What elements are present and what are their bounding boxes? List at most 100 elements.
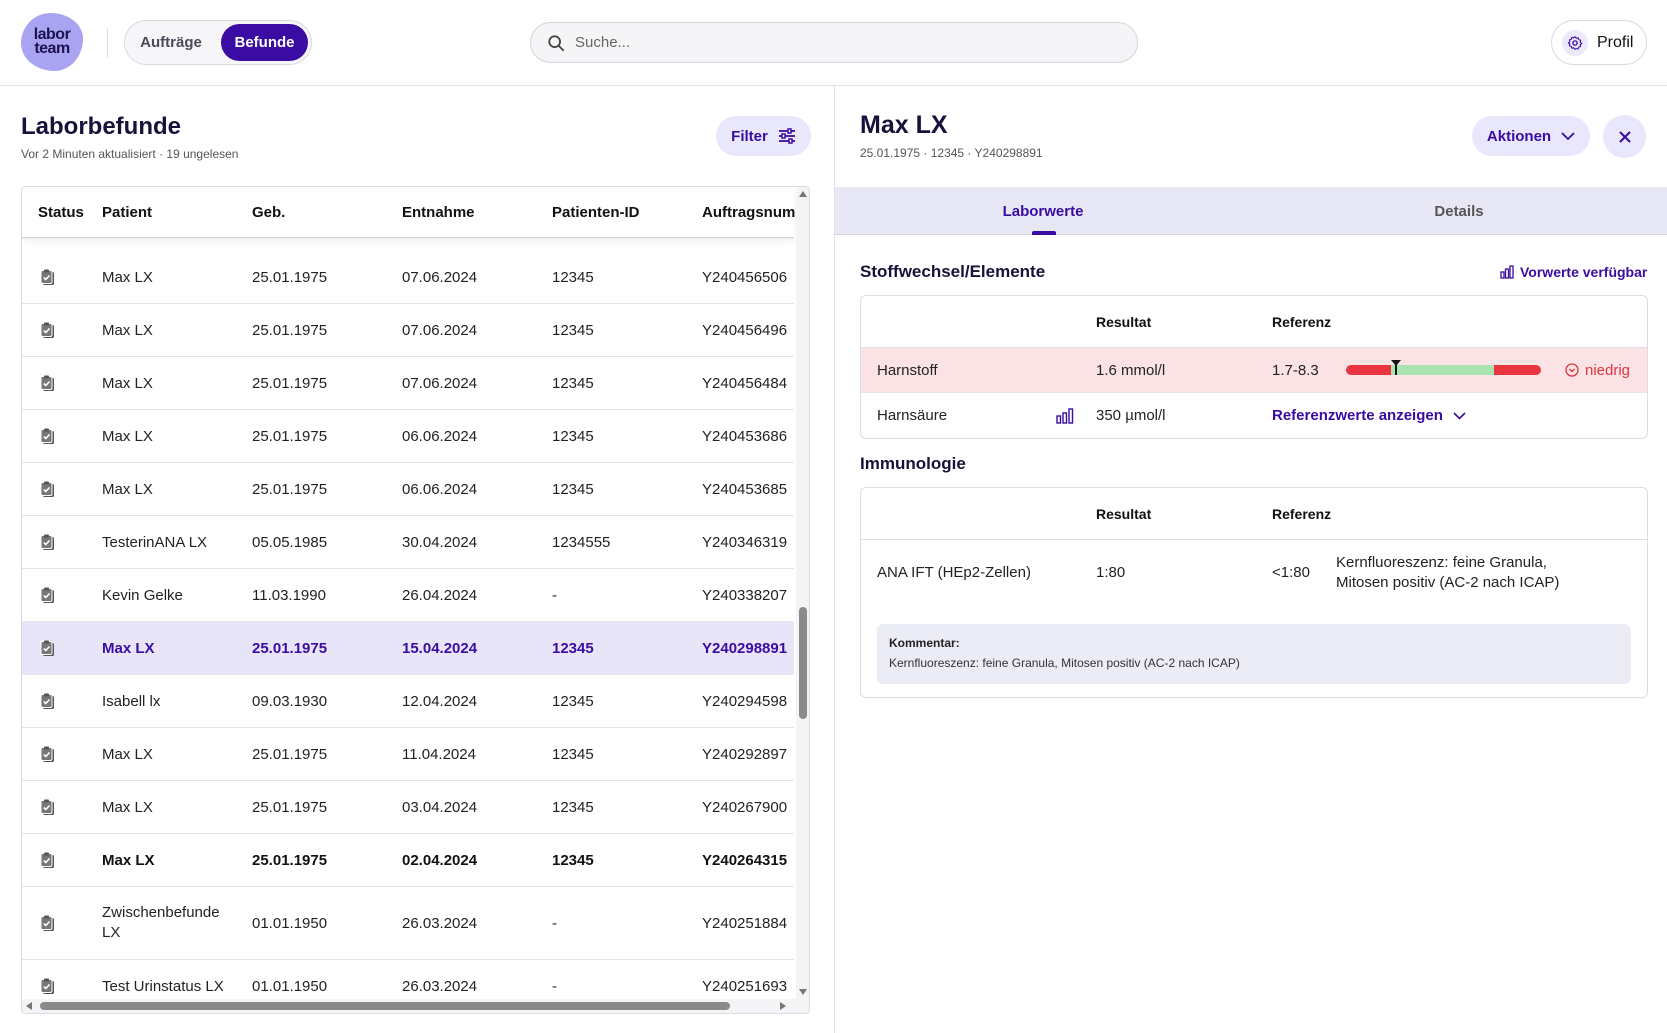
results-table: Status Patient Geb. Entnahme Patienten-I…: [21, 186, 810, 1014]
cell-patienten-id: 12345: [552, 427, 594, 445]
cell-patient: TesterinANA LX: [102, 533, 208, 551]
lab-row-harnsaeure[interactable]: Harnsäure 350 µmol/l Referenzwerte anzei…: [861, 393, 1647, 438]
table-row[interactable]: Isabell lx 09.03.1930 12.04.2024 12345 Y…: [22, 675, 794, 728]
table-row[interactable]: Kevin Gelke 11.03.1990 26.04.2024 - Y240…: [22, 569, 794, 622]
search-bar[interactable]: [530, 22, 1138, 63]
chevron-down-icon: [1453, 411, 1466, 420]
cell-patient: Max LX: [102, 639, 155, 657]
logo-text-line1: labor: [33, 26, 71, 43]
scroll-down-arrow[interactable]: [799, 989, 807, 995]
table-row[interactable]: Max LX 25.01.1975 07.06.2024 12345 Y2404…: [22, 251, 794, 304]
table-row-selected[interactable]: Max LX 25.01.1975 15.04.2024 12345 Y2402…: [22, 622, 794, 675]
laborteam-logo[interactable]: labor team: [21, 13, 83, 71]
lab-name: Harnstoff: [877, 361, 938, 379]
cell-patienten-id: 12345: [552, 639, 594, 657]
table-row[interactable]: Max LX 25.01.1975 07.06.2024 12345 Y2404…: [22, 304, 794, 357]
report-status-icon: [40, 799, 54, 815]
reference-range-bar: [1346, 365, 1541, 375]
search-input[interactable]: [575, 34, 1115, 51]
lab-result: 350 µmol/l: [1096, 407, 1166, 424]
col-geb[interactable]: Geb.: [252, 204, 286, 221]
table-header: Status Patient Geb. Entnahme Patienten-I…: [22, 187, 809, 238]
lab-card-stoffwechsel: Resultat Referenz Harnstoff 1.6 mmol/l 1…: [860, 295, 1648, 439]
col-status[interactable]: Status: [38, 204, 84, 221]
lab-reference: <1:80: [1272, 563, 1310, 581]
cell-patient: Max LX: [102, 268, 153, 286]
lab-row-ana-ift[interactable]: ANA IFT (HEp2-Zellen) 1:80 <1:80 Kernflu…: [861, 540, 1647, 604]
low-flag: niedrig: [1565, 348, 1630, 392]
cell-entnahme: 06.06.2024: [402, 427, 478, 445]
panel-divider: [834, 86, 835, 1033]
col-auftragsnummer[interactable]: Auftragsnumm: [702, 204, 809, 221]
lab-row-harnstoff[interactable]: Harnstoff 1.6 mmol/l 1.7-8.3 niedrig: [861, 348, 1647, 393]
cell-patienten-id: 12345: [552, 798, 594, 816]
col-patient[interactable]: Patient: [102, 204, 153, 221]
report-status-icon: [40, 587, 54, 603]
cell-auftragsnummer: Y240251693: [702, 977, 788, 995]
col-patienten-id[interactable]: Patienten-ID: [552, 204, 640, 221]
cell-patienten-id: -: [552, 977, 557, 995]
cell-patient: Max LX: [102, 427, 153, 445]
actions-dropdown-button[interactable]: Aktionen: [1472, 116, 1590, 156]
table-row[interactable]: TesterinANA LX 05.05.1985 30.04.2024 123…: [22, 516, 794, 569]
filter-button[interactable]: Filter: [716, 116, 811, 156]
table-row[interactable]: Max LX 25.01.1975 06.06.2024 12345 Y2404…: [22, 463, 794, 516]
tab-laborwerte[interactable]: Laborwerte: [835, 187, 1251, 235]
close-icon: [1618, 130, 1631, 143]
comment-label: Kommentar:: [889, 636, 960, 650]
cell-geb: 25.01.1975: [252, 745, 328, 763]
previous-values-link[interactable]: Vorwerte verfügbar: [1500, 264, 1647, 280]
table-row[interactable]: Max LX 25.01.1975 06.06.2024 12345 Y2404…: [22, 410, 794, 463]
trend-chart-icon[interactable]: [1056, 393, 1074, 438]
tab-befunde[interactable]: Befunde: [221, 24, 308, 61]
table-row[interactable]: Max LX 25.01.1975 03.04.2024 12345 Y2402…: [22, 781, 794, 834]
cell-patient: Max LX: [102, 798, 153, 816]
report-status-icon: [40, 481, 54, 497]
header-divider: [107, 28, 108, 58]
vertical-scroll-thumb[interactable]: [799, 607, 807, 719]
close-button[interactable]: [1603, 115, 1646, 158]
col-entnahme[interactable]: Entnahme: [402, 204, 475, 221]
horizontal-scroll-thumb[interactable]: [40, 1002, 730, 1010]
filter-label: Filter: [731, 127, 768, 145]
sliders-icon: [778, 128, 795, 144]
cell-geb: 25.01.1975: [252, 798, 328, 816]
scroll-left-arrow[interactable]: [26, 1002, 32, 1010]
cell-patient: Zwischenbefunde LX: [102, 904, 220, 941]
table-row[interactable]: Max LX 25.01.1975 07.06.2024 12345 Y2404…: [22, 357, 794, 410]
bar-chart-icon: [1500, 265, 1514, 279]
value-marker: [1391, 360, 1401, 366]
table-row[interactable]: Zwischenbefunde LX 01.01.1950 26.03.2024…: [22, 887, 794, 960]
cell-auftragsnummer: Y240456496: [702, 321, 788, 339]
section-title-stoffwechsel: Stoffwechsel/Elemente: [860, 262, 1046, 281]
cell-entnahme: 15.04.2024: [402, 639, 478, 657]
cell-patient: Kevin Gelke: [102, 586, 183, 604]
tab-details[interactable]: Details: [1434, 202, 1484, 220]
report-status-icon: [40, 852, 54, 868]
cell-patient: Max LX: [102, 374, 153, 392]
cell-entnahme: 30.04.2024: [402, 533, 478, 551]
show-reference-values-link[interactable]: Referenzwerte anzeigen: [1272, 393, 1466, 438]
tab-auftraege[interactable]: Aufträge: [140, 34, 202, 51]
results-list-panel: Laborbefunde Vor 2 Minuten aktualisiert …: [0, 86, 834, 1033]
card-header: Resultat Referenz: [861, 296, 1647, 348]
cell-auftragsnummer: Y240251884: [702, 914, 788, 932]
cell-auftragsnummer: Y240346319: [702, 533, 788, 551]
comment-text: Kernfluoreszenz: feine Granula, Mitosen …: [889, 656, 1240, 670]
col-referenz: Referenz: [1272, 506, 1332, 522]
cell-entnahme: 06.06.2024: [402, 480, 478, 498]
horizontal-scrollbar[interactable]: [22, 999, 809, 1013]
list-subtitle: Vor 2 Minuten aktualisiert · 19 ungelese…: [21, 147, 239, 161]
cell-auftragsnummer: Y240338207: [702, 586, 788, 604]
table-row[interactable]: Max LX 25.01.1975 11.04.2024 12345 Y2402…: [22, 728, 794, 781]
result-detail-panel: Max LX 25.01.1975 · 12345 · Y240298891 A…: [835, 86, 1667, 1033]
scroll-right-arrow[interactable]: [780, 1002, 786, 1010]
table-row-unread[interactable]: Max LX 25.01.1975 02.04.2024 12345 Y2402…: [22, 834, 794, 887]
lab-name: ANA IFT (HEp2-Zellen): [877, 563, 1031, 581]
scroll-up-arrow[interactable]: [799, 191, 807, 197]
report-status-icon: [40, 978, 54, 994]
profile-button[interactable]: Profil: [1551, 20, 1647, 65]
cell-patienten-id: 12345: [552, 321, 594, 339]
cell-auftragsnummer: Y240292897: [702, 745, 788, 763]
vertical-scrollbar[interactable]: [796, 187, 809, 999]
